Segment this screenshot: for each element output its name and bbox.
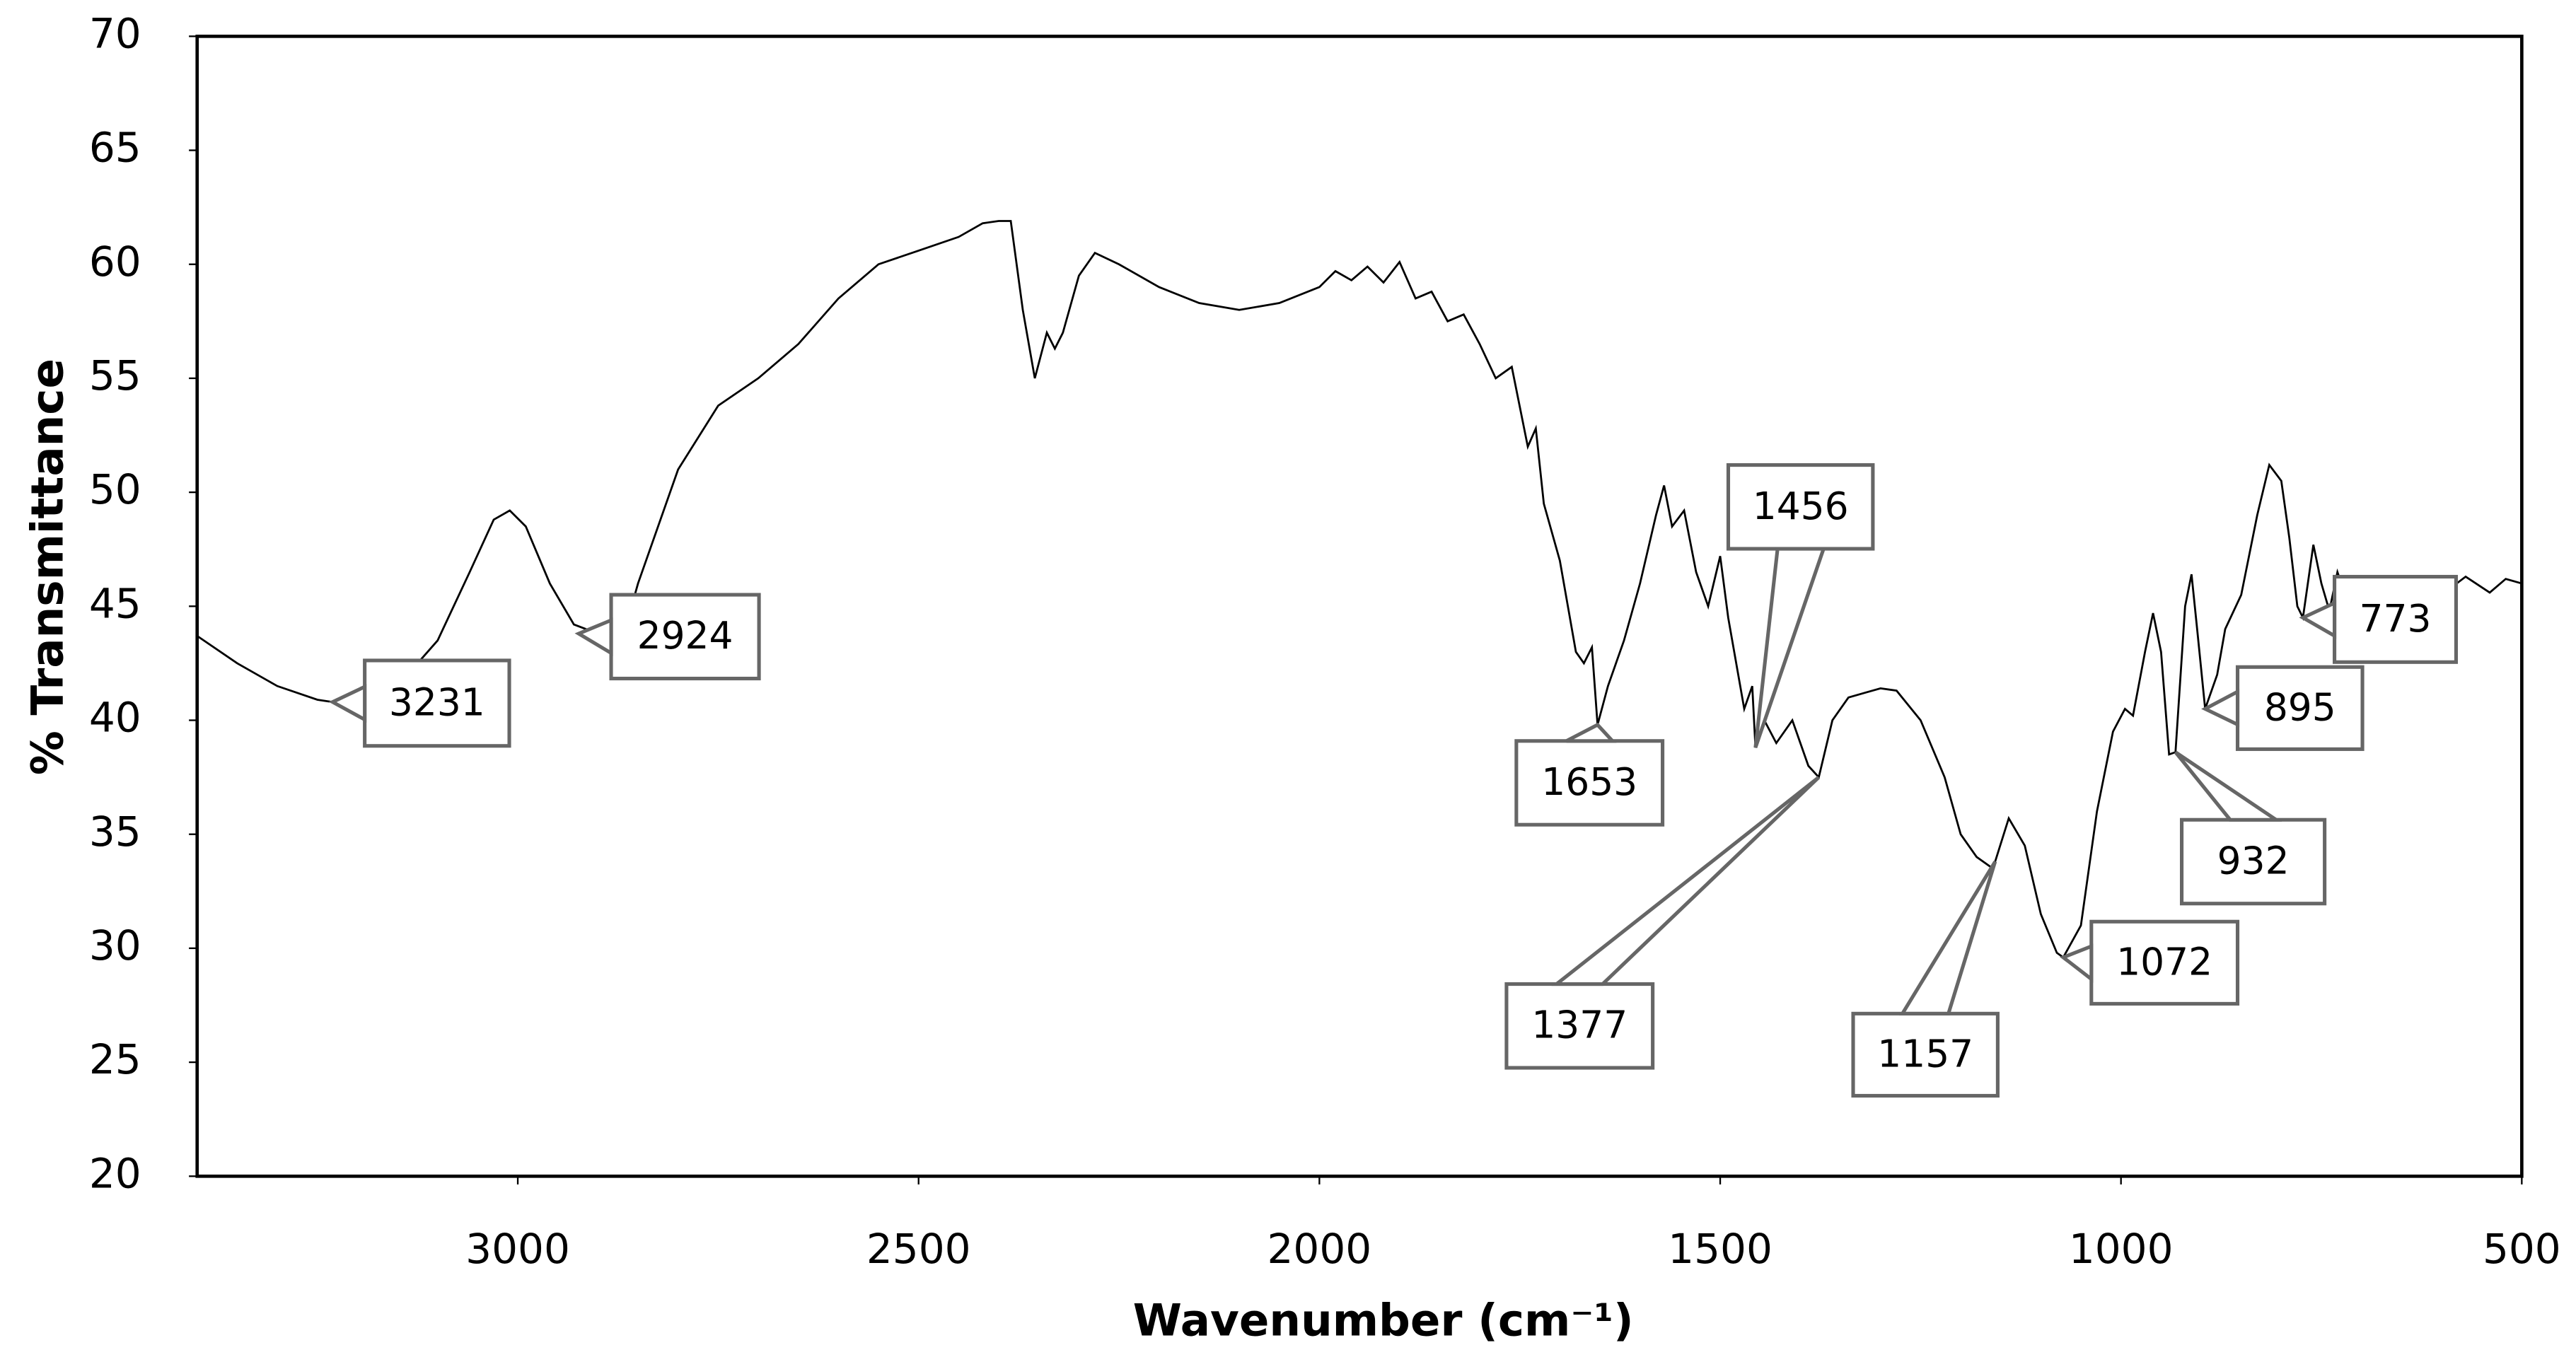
callout-pointer [2201,688,2240,728]
callout-box [2179,817,2327,906]
callout-pointer [2059,943,2094,983]
y-tick-label: 35 [89,808,141,856]
callout-label: 773 [2360,596,2432,641]
x-tick-label: 3000 [465,1225,570,1273]
y-tick-label: 55 [89,351,141,400]
x-tick-label: 2500 [866,1225,971,1273]
callout-pointer [2174,750,2282,822]
callout-pointer [1565,722,1617,743]
callout-label: 1653 [1541,759,1637,804]
y-tick-label: 25 [89,1035,141,1083]
callout-pointer [1753,547,1826,749]
x-tick-label: 1000 [2069,1225,2174,1273]
x-tick-label: 500 [2483,1225,2561,1273]
y-tick-label: 20 [89,1149,141,1197]
callout-label: 1072 [2116,939,2212,984]
callout-label: 1157 [1877,1031,1973,1076]
y-tick-label: 65 [89,124,141,172]
y-axis-title: % Transmittance [21,359,73,775]
spectrum-line [196,220,2522,959]
callout-pointer [1551,776,1821,986]
y-tick-label: 50 [89,465,141,513]
y-tick-label: 70 [89,9,141,57]
callout-box [1504,982,1655,1070]
x-tick-label: 1500 [1668,1225,1773,1273]
callout-label: 2924 [637,613,733,658]
x-axis-title: Wavenumber (cm⁻¹) [1133,1295,1634,1346]
x-tick-label: 2000 [1267,1225,1372,1273]
y-tick-label: 60 [89,238,141,286]
callout-label: 1456 [1753,484,1849,528]
callout-pointer [1899,861,1997,1015]
callout-box [363,658,511,748]
callout-pointer [328,684,367,723]
callout-label: 895 [2264,685,2336,729]
callout-label: 1377 [1531,1003,1628,1047]
callout-pointer [2299,600,2337,639]
plot-frame [195,35,2524,1178]
callout-box [609,593,761,681]
y-tick-label: 40 [89,694,141,742]
callout-label: 3231 [389,680,485,724]
callout-label: 932 [2217,838,2290,883]
callout-box [2089,919,2240,1006]
y-tick-label: 45 [89,579,141,627]
y-tick-label: 30 [89,921,141,970]
callout-pointer [574,617,613,657]
callout-box [2333,574,2458,664]
